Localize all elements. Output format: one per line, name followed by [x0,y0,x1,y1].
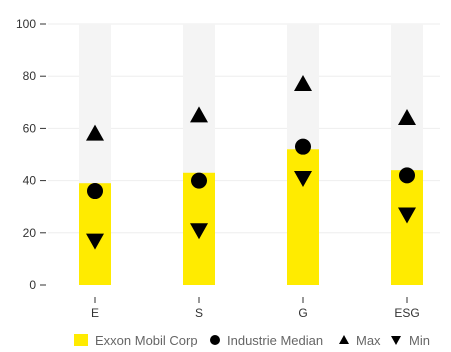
max-marker-g [294,75,312,92]
y-tick-label-80: 80 [23,69,37,83]
legend-swatch-median [210,335,220,345]
x-axis: E S G ESG [91,297,420,320]
median-marker-g [295,138,311,155]
markers-layer [86,75,416,250]
legend-label-max: Max [356,333,381,347]
legend-swatch-min [391,336,401,345]
y-axis: 0 20 40 60 80 100 [16,17,46,292]
gridlines [48,23,440,234]
median-marker-esg [399,167,415,184]
legend-label-exxon: Exxon Mobil Corp [95,333,198,347]
y-tick-label-60: 60 [23,121,37,135]
y-tick-label-100: 100 [16,17,36,31]
bars-layer [79,24,423,285]
median-marker-e [87,183,103,200]
median-marker-s [191,172,207,189]
y-tick-label-20: 20 [23,226,37,240]
legend-swatch-exxon [74,334,88,346]
bar-g [287,149,319,285]
legend-swatch-max [339,335,349,344]
max-marker-esg [398,108,416,125]
legend-label-min: Min [409,333,430,347]
min-marker-esg [398,207,416,224]
y-tick-label-40: 40 [23,174,37,188]
x-tick-label-esg: ESG [394,306,419,320]
min-marker-s [190,223,208,240]
bar-esg [391,170,423,285]
y-tick-label-0: 0 [29,278,36,292]
x-tick-label-g: G [298,306,307,320]
x-tick-label-s: S [195,306,203,320]
min-marker-g [294,170,312,187]
max-marker-s [190,106,208,123]
max-marker-e [86,124,104,141]
legend: Exxon Mobil Corp Industrie Median Max Mi… [74,333,430,348]
x-tick-label-e: E [91,306,99,320]
legend-label-median: Industrie Median [227,333,323,347]
min-marker-e [86,233,104,250]
